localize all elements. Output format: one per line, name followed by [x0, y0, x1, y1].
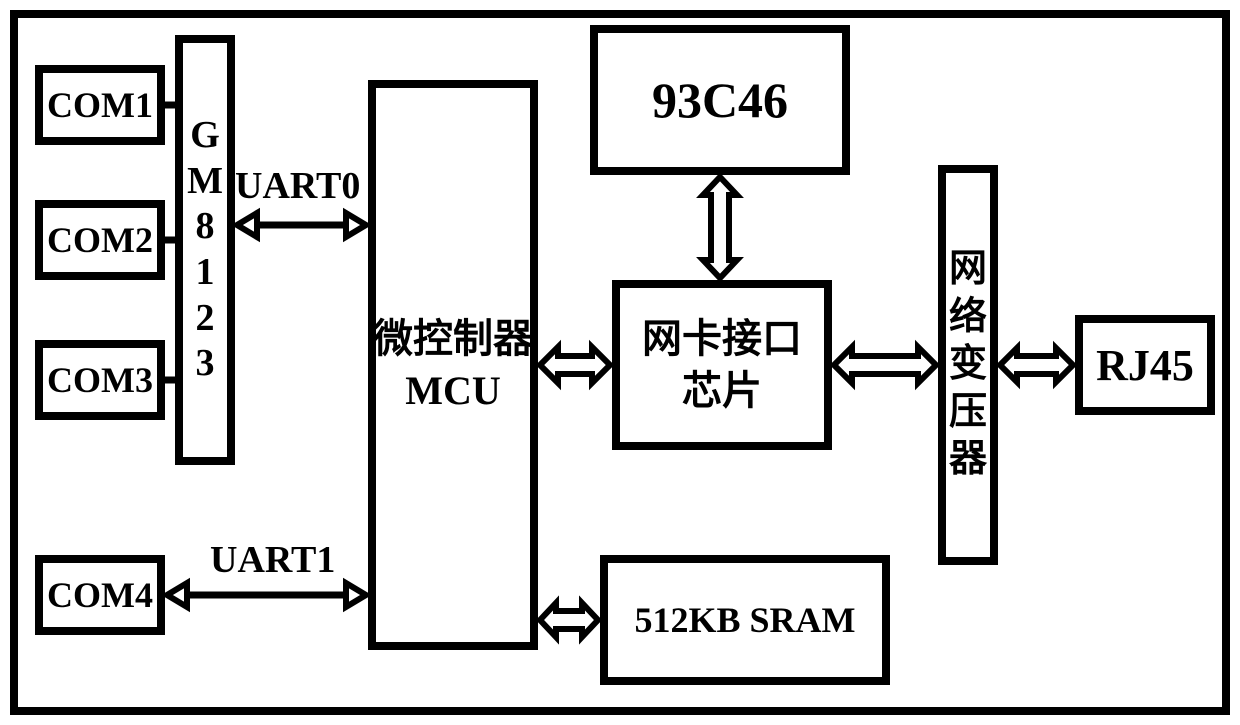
node-mcu: 微控制器 MCU — [368, 80, 538, 650]
node-gm8123: G M 8 1 2 3 — [175, 35, 235, 465]
arrow-nic-transformer — [832, 340, 938, 390]
node-label: COM1 — [47, 84, 153, 126]
node-com1: COM1 — [35, 65, 165, 145]
node-sram: 512KB SRAM — [600, 555, 890, 685]
node-com3: COM3 — [35, 340, 165, 420]
node-label: COM3 — [47, 359, 153, 401]
node-label: 网卡接口 芯片 — [642, 313, 802, 417]
node-label: COM2 — [47, 219, 153, 261]
line-com2-gm — [165, 235, 177, 245]
node-nic: 网卡接口 芯片 — [612, 280, 832, 450]
node-label: G M 8 1 2 3 — [187, 113, 223, 387]
node-eeprom: 93C46 — [590, 25, 850, 175]
arrow-transformer-rj45 — [998, 340, 1075, 390]
label-uart0: UART0 — [235, 164, 360, 208]
node-rj45: RJ45 — [1075, 315, 1215, 415]
arrow-nic-eeprom — [695, 175, 745, 280]
node-label: 网 络 变 压 器 — [949, 246, 987, 484]
arrow-mcu-sram — [538, 595, 600, 645]
node-label: 微控制器 MCU — [373, 313, 533, 417]
node-label: RJ45 — [1096, 340, 1194, 391]
node-com4: COM4 — [35, 555, 165, 635]
line-com3-gm — [165, 375, 177, 385]
line-com1-gm — [165, 100, 177, 110]
arrow-gm-mcu — [235, 205, 368, 245]
arrow-com4-mcu — [165, 575, 368, 615]
node-label: 93C46 — [652, 71, 788, 129]
node-com2: COM2 — [35, 200, 165, 280]
arrow-mcu-nic — [538, 340, 612, 390]
node-transformer: 网 络 变 压 器 — [938, 165, 998, 565]
node-label: 512KB SRAM — [634, 599, 855, 641]
node-label: COM4 — [47, 574, 153, 616]
